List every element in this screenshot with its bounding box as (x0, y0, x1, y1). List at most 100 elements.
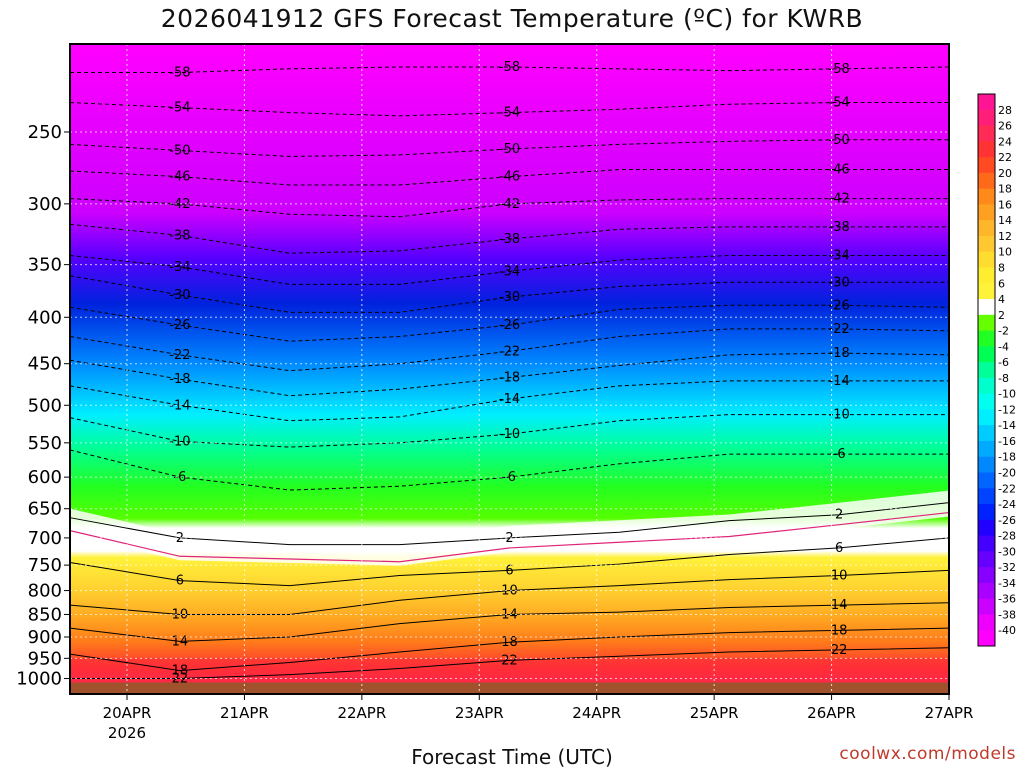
colorbar-swatch (978, 346, 995, 363)
zero-degree-line (69, 511, 950, 563)
isotherm-label: -58 (499, 60, 520, 75)
isotherm-label: -50 (499, 142, 520, 157)
x-tick-label: 27APR (925, 704, 974, 722)
isotherm-line (69, 328, 950, 372)
colorbar-label: -6 (998, 356, 1009, 369)
isotherm-label: -14 (829, 374, 850, 389)
isotherm-label: -34 (169, 260, 190, 275)
isotherm-label: -58 (169, 66, 190, 81)
colorbar-swatch (978, 109, 995, 127)
isotherm-label: 6 (176, 574, 184, 589)
colorbar-label: 4 (998, 293, 1005, 306)
x-tick-label: 25APR (690, 704, 739, 722)
isotherm-label: -22 (499, 344, 520, 359)
colorbar-label: -28 (998, 530, 1016, 543)
isotherm-line (69, 602, 950, 642)
plot-frame (69, 43, 950, 695)
colorbar: 28 26 24 22 20 18 16 14 12 10 8 6 4 2 -2 -4 -6 -8 -10 -12 -1… (977, 93, 1016, 647)
colorbar-swatch (978, 283, 995, 300)
y-tick-label: 950 (28, 648, 62, 669)
colorbar-label: -22 (998, 482, 1016, 495)
colorbar-label: 2 (998, 309, 1005, 322)
isotherm-label: -10 (169, 434, 190, 449)
isotherm-label: -50 (169, 143, 190, 158)
colorbar-swatch (978, 188, 995, 205)
isotherm-label: -22 (169, 348, 190, 363)
isotherm-label: -30 (169, 288, 190, 303)
isotherm-label: 18 (501, 635, 518, 650)
isotherm-label: -38 (829, 220, 850, 235)
colorbar-label: -18 (998, 451, 1016, 464)
colorbar-label: -24 (998, 498, 1016, 511)
isotherm-label: -46 (499, 170, 520, 185)
isotherm-label: -54 (499, 106, 520, 121)
colorbar-label: 12 (998, 230, 1012, 243)
colorbar-label: -30 (998, 545, 1016, 558)
colorbar-label: 22 (998, 151, 1012, 164)
y-tick-label: 250 (28, 122, 62, 143)
isotherm-label: -54 (169, 101, 190, 116)
colorbar-swatch (978, 598, 995, 615)
colorbar-label: -8 (998, 372, 1009, 385)
isotherm-label: -18 (169, 372, 190, 387)
isotherm-label: -14 (169, 398, 190, 413)
colorbar-label: -34 (998, 577, 1016, 590)
isotherm-label: -34 (829, 249, 850, 264)
colorbar-swatch (978, 488, 995, 505)
isotherm-label: -22 (829, 322, 850, 337)
colorbar-swatch (978, 425, 995, 442)
isotherm-layer: -58 -58 -58 -54 -54 -54 -50 -50 -50 -46 -46 -46 -42 -… (69, 60, 950, 687)
isotherm-label: -6 (503, 470, 516, 485)
colorbar-label: -40 (998, 624, 1016, 637)
axes: 2503003504004505005506006507007508008509… (16, 43, 974, 742)
isotherm-line (69, 275, 949, 313)
colorbar-label: -10 (998, 388, 1016, 401)
isotherm-label: 22 (501, 653, 518, 668)
isotherm-label: 14 (501, 607, 518, 622)
isotherm-line (69, 352, 950, 397)
isotherm-label: -54 (829, 96, 850, 111)
isotherm-label: 22 (172, 672, 189, 687)
credit-link[interactable]: coolwx.com/models (839, 744, 1016, 764)
temperature-field (70, 44, 949, 694)
colorbar-swatch (978, 535, 995, 552)
x-tick-label: 23APR (455, 704, 504, 722)
x-tick-label: 21APR (220, 704, 269, 722)
colorbar-swatch (978, 235, 995, 253)
colorbar-swatch (978, 220, 995, 237)
colorbar-label: 16 (998, 198, 1012, 211)
isotherm-label: -46 (829, 163, 850, 178)
isotherm-label: 10 (831, 568, 848, 583)
colorbar-label: -38 (998, 608, 1016, 621)
y-tick-label: 600 (28, 467, 62, 488)
isotherm-label: -10 (499, 427, 520, 442)
colorbar-label: -12 (998, 403, 1016, 416)
isotherm-label: -30 (499, 290, 520, 305)
ground (70, 682, 949, 694)
colorbar-label: -2 (998, 325, 1009, 338)
colorbar-swatch (978, 630, 995, 647)
isotherm-line (69, 255, 949, 285)
colorbar-swatch (978, 172, 995, 190)
isotherm-label: -38 (169, 228, 190, 243)
y-tick-label: 700 (28, 528, 62, 549)
colorbar-label: -16 (998, 435, 1016, 448)
colorbar-label: 20 (998, 167, 1012, 180)
isotherm-line (70, 647, 950, 680)
colorbar-swatch (978, 440, 995, 458)
isotherm-label: -42 (829, 192, 850, 207)
colorbar-swatch (978, 299, 995, 316)
colorbar-swatch (978, 377, 995, 395)
y-tick-label: 500 (28, 395, 62, 416)
colorbar-swatch (978, 504, 995, 521)
y-tick-label: 1000 (16, 669, 62, 690)
colorbar-label: 8 (998, 261, 1005, 274)
isotherm-label: 18 (172, 664, 189, 679)
isotherm-label: -58 (829, 62, 850, 77)
y-tick-label: 800 (28, 581, 62, 602)
y-tick-label: 850 (28, 604, 62, 625)
colorbar-swatch (978, 94, 995, 111)
colorbar-swatch (978, 141, 995, 158)
isotherm-line (69, 304, 950, 342)
colorbar-label: -36 (998, 593, 1016, 606)
